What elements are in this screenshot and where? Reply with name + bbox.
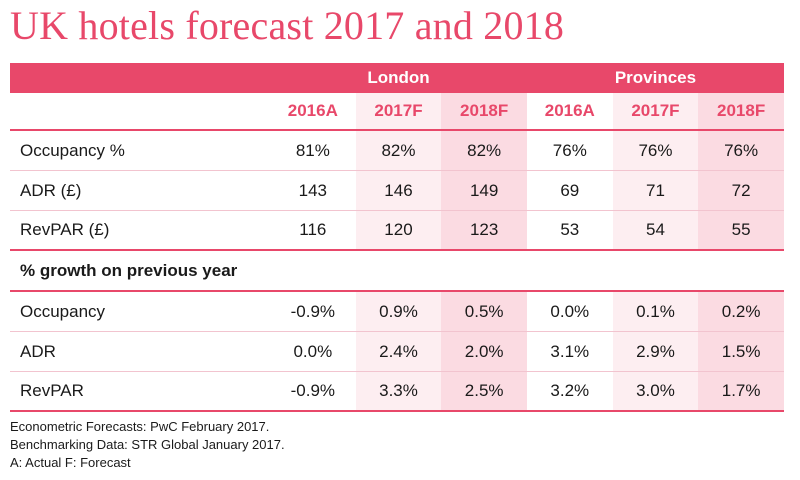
- table-cell: 76%: [526, 131, 613, 171]
- table-cell: 120: [355, 211, 442, 251]
- year-header: 2018F: [441, 93, 527, 131]
- table-cell: 2.5%: [441, 372, 527, 412]
- table-cell: 82%: [355, 131, 442, 171]
- note-line: A: Actual F: Forecast: [10, 455, 131, 470]
- table-cell: 71: [612, 171, 699, 211]
- table-cell: -0.9%: [270, 372, 356, 412]
- table-cell: 2.4%: [355, 332, 442, 372]
- header-blank: [10, 63, 270, 93]
- table-cell: 76%: [698, 131, 784, 171]
- table-cell: 81%: [270, 131, 356, 171]
- table-cell: 3.0%: [612, 372, 699, 412]
- section-label: % growth on previous year: [10, 251, 784, 292]
- table-cell: 0.0%: [270, 332, 356, 372]
- table-cell: 146: [355, 171, 442, 211]
- table-cell: 0.5%: [441, 292, 527, 332]
- year-header: 2017F: [355, 93, 442, 131]
- table-cell: 116: [270, 211, 356, 251]
- group-header-london: London: [270, 63, 527, 93]
- table-cell: 53: [526, 211, 613, 251]
- row-label: RevPAR (£): [10, 211, 270, 251]
- table-cell: 54: [612, 211, 699, 251]
- year-header: 2017F: [612, 93, 699, 131]
- table-cell: 3.1%: [526, 332, 613, 372]
- table-cell: 82%: [441, 131, 527, 171]
- chart-title: UK hotels forecast 2017 and 2018: [10, 3, 565, 48]
- note-line: Econometric Forecasts: PwC February 2017…: [10, 419, 270, 434]
- table-cell: 3.3%: [355, 372, 442, 412]
- year-header: 2018F: [698, 93, 784, 131]
- source-notes: Econometric Forecasts: PwC February 2017…: [10, 418, 285, 472]
- row-label: Occupancy %: [10, 131, 270, 171]
- table-cell: -0.9%: [270, 292, 356, 332]
- table-cell: 69: [526, 171, 613, 211]
- row-label: Occupancy: [10, 292, 270, 332]
- row-label: ADR: [10, 332, 270, 372]
- table-cell: 0.0%: [526, 292, 613, 332]
- table-cell: 0.9%: [355, 292, 442, 332]
- note-line: Benchmarking Data: STR Global January 20…: [10, 437, 285, 452]
- table-cell: 0.2%: [698, 292, 784, 332]
- table-cell: 2.9%: [612, 332, 699, 372]
- table-cell: 55: [698, 211, 784, 251]
- table-cell: 1.5%: [698, 332, 784, 372]
- year-header-blank: [10, 93, 270, 131]
- table-cell: 3.2%: [526, 372, 613, 412]
- table-cell: 76%: [612, 131, 699, 171]
- row-label: RevPAR: [10, 372, 270, 412]
- table-cell: 123: [441, 211, 527, 251]
- table-cell: 143: [270, 171, 356, 211]
- forecast-table: London Provinces 2016A 2017F 2018F 2016A…: [10, 63, 784, 412]
- table-cell: 2.0%: [441, 332, 527, 372]
- row-label: ADR (£): [10, 171, 270, 211]
- year-header: 2016A: [526, 93, 613, 131]
- table-cell: 72: [698, 171, 784, 211]
- group-header-provinces: Provinces: [526, 63, 784, 93]
- table-cell: 0.1%: [612, 292, 699, 332]
- table-cell: 149: [441, 171, 527, 211]
- table-cell: 1.7%: [698, 372, 784, 412]
- year-header: 2016A: [270, 93, 356, 131]
